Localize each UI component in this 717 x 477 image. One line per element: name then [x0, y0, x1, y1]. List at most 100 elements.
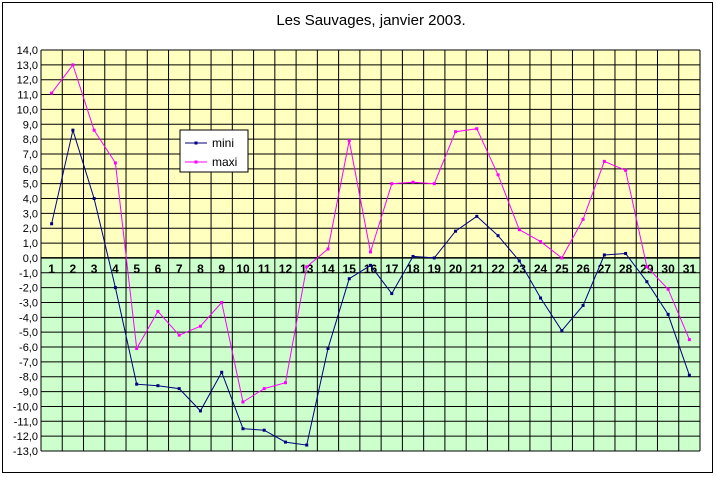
legend-marker-maxi [194, 160, 198, 164]
data-point-maxi [177, 333, 181, 337]
data-point-maxi [135, 347, 139, 351]
data-point-maxi [560, 256, 564, 260]
y-tick-label: 2,0 [23, 223, 38, 235]
data-point-mini [113, 286, 117, 290]
data-point-mini [305, 443, 309, 447]
y-tick-label: -4,0 [19, 312, 38, 324]
x-tick-label: 18 [406, 262, 420, 276]
data-point-mini [624, 251, 628, 255]
data-point-maxi [496, 173, 500, 177]
y-tick-label: 13,0 [17, 60, 38, 72]
data-point-mini [539, 296, 543, 300]
data-point-mini [581, 303, 585, 307]
y-tick-label: 3,0 [23, 208, 38, 220]
x-tick-label: 8 [197, 262, 204, 276]
y-tick-label: 6,0 [23, 164, 38, 176]
chart-title: Les Sauvages, janvier 2003. [276, 12, 465, 29]
data-point-mini [496, 234, 500, 238]
x-tick-label: 21 [470, 262, 484, 276]
series-maxi [50, 63, 691, 404]
data-point-mini [475, 214, 479, 218]
data-point-maxi [50, 91, 54, 95]
legend-marker-mini [194, 141, 198, 145]
x-tick-label: 3 [91, 262, 98, 276]
data-point-mini [135, 382, 139, 386]
data-point-mini [326, 347, 330, 351]
y-tick-label: -11,0 [14, 416, 38, 428]
y-tick-label: -7,0 [19, 357, 38, 369]
x-tick-label: 20 [449, 262, 463, 276]
y-tick-label: -12,0 [13, 431, 38, 443]
data-point-maxi [432, 182, 436, 186]
data-point-maxi [305, 265, 309, 269]
data-point-mini [50, 222, 54, 226]
y-tick-label: -6,0 [19, 342, 38, 354]
y-tick-label: 5,0 [23, 179, 38, 191]
data-point-mini [432, 256, 436, 260]
data-point-maxi [454, 130, 458, 134]
x-tick-label: 6 [155, 262, 162, 276]
data-point-maxi [283, 381, 287, 385]
data-point-mini [347, 277, 351, 281]
x-tick-label: 29 [640, 262, 654, 276]
data-point-maxi [262, 387, 266, 391]
data-point-mini [283, 440, 287, 444]
data-point-maxi [369, 250, 372, 254]
x-tick-label: 30 [661, 262, 675, 276]
x-tick-label: 11 [258, 262, 271, 276]
data-point-maxi [198, 324, 202, 328]
data-point-mini [198, 409, 202, 413]
x-tick-label: 12 [279, 262, 293, 276]
data-point-mini [241, 427, 245, 431]
y-tick-label: -2,0 [19, 283, 38, 295]
data-point-maxi [390, 182, 394, 186]
x-tick-label: 13 [300, 262, 314, 276]
chart-frame: Les Sauvages, janvier 2003. 14,0 13,0 12,0… [2, 2, 713, 473]
x-tick-label: 19 [428, 262, 442, 276]
series-mini [50, 128, 691, 447]
data-point-maxi [113, 161, 117, 165]
y-tick-label: -1,0 [19, 268, 38, 280]
y-tick-label: -8,0 [19, 372, 38, 384]
chart-svg: Les Sauvages, janvier 2003. 14,0 13,0 12,0… [13, 12, 701, 458]
legend-label-maxi: maxi [212, 155, 237, 169]
legend-box [179, 129, 249, 173]
data-point-mini [666, 312, 670, 316]
data-point-maxi [71, 63, 75, 67]
x-tick-label: 2 [70, 262, 77, 276]
data-point-mini [411, 254, 415, 258]
y-tick-label: 12,0 [17, 75, 38, 87]
x-tick-label: 31 [683, 262, 697, 276]
data-point-maxi [517, 228, 521, 232]
data-point-mini [92, 197, 96, 201]
data-point-maxi [645, 265, 649, 269]
data-point-mini [602, 253, 606, 257]
x-tick-label: 5 [133, 262, 140, 276]
data-point-maxi [326, 247, 330, 251]
y-tick-label: -10,0 [13, 401, 38, 413]
series-layer [50, 63, 691, 447]
data-point-mini [454, 229, 458, 233]
y-tick-label: 7,0 [23, 149, 38, 161]
data-point-maxi [411, 180, 415, 184]
x-tick-label: 17 [385, 262, 399, 276]
x-tick-label: 26 [576, 262, 590, 276]
y-tick-label: 14,0 [17, 45, 38, 57]
data-point-maxi [241, 400, 245, 404]
x-tick-label: 10 [236, 262, 250, 276]
y-tick-label: 8,0 [23, 134, 38, 146]
x-tick-label: 27 [598, 262, 612, 276]
legend-label-mini: mini [212, 136, 234, 150]
data-point-maxi [624, 168, 628, 172]
grid-lines [40, 49, 701, 452]
y-tick-label: 11,0 [17, 90, 38, 102]
x-tick-label: 7 [176, 262, 183, 276]
data-point-mini [369, 263, 372, 267]
x-tick-label: 4 [112, 262, 119, 276]
data-point-maxi [539, 240, 543, 244]
data-point-mini [645, 280, 649, 284]
y-axis-tick-labels: 14,0 13,0 12,0 11,0 10,0 9,0 8,0 7,0 6,0 5,0 4,0 3,… [13, 45, 38, 458]
x-tick-label: 25 [555, 262, 569, 276]
y-tick-label: 9,0 [23, 119, 38, 131]
data-point-maxi [347, 139, 351, 143]
